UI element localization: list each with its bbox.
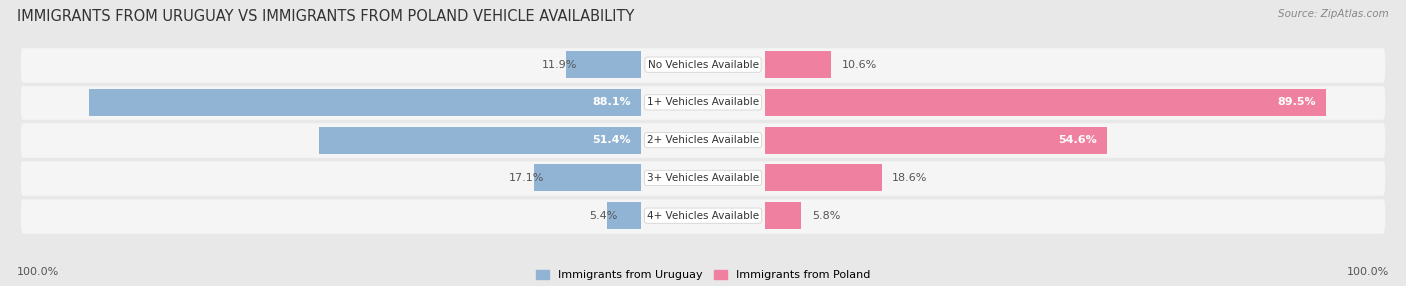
FancyBboxPatch shape: [21, 197, 1385, 234]
Bar: [89, 89, 641, 116]
Legend: Immigrants from Uruguay, Immigrants from Poland: Immigrants from Uruguay, Immigrants from…: [536, 270, 870, 281]
Bar: [765, 89, 1326, 116]
Bar: [319, 126, 641, 154]
Text: Source: ZipAtlas.com: Source: ZipAtlas.com: [1278, 9, 1389, 19]
Text: 11.9%: 11.9%: [541, 60, 576, 69]
Bar: [765, 164, 882, 192]
FancyBboxPatch shape: [21, 84, 1385, 121]
FancyBboxPatch shape: [21, 46, 1385, 83]
Text: 3+ Vehicles Available: 3+ Vehicles Available: [647, 173, 759, 183]
Bar: [607, 202, 641, 229]
Text: IMMIGRANTS FROM URUGUAY VS IMMIGRANTS FROM POLAND VEHICLE AVAILABILITY: IMMIGRANTS FROM URUGUAY VS IMMIGRANTS FR…: [17, 9, 634, 23]
Text: 5.4%: 5.4%: [589, 211, 617, 221]
Text: 100.0%: 100.0%: [17, 267, 59, 277]
Text: 1+ Vehicles Available: 1+ Vehicles Available: [647, 98, 759, 107]
FancyBboxPatch shape: [21, 122, 1385, 159]
Text: 89.5%: 89.5%: [1277, 98, 1316, 107]
Text: 2+ Vehicles Available: 2+ Vehicles Available: [647, 135, 759, 145]
Bar: [567, 51, 641, 78]
Text: 100.0%: 100.0%: [1347, 267, 1389, 277]
Text: 88.1%: 88.1%: [592, 98, 631, 107]
Bar: [765, 51, 831, 78]
Text: 51.4%: 51.4%: [592, 135, 631, 145]
Text: 18.6%: 18.6%: [891, 173, 928, 183]
Text: 10.6%: 10.6%: [842, 60, 877, 69]
FancyBboxPatch shape: [21, 159, 1385, 196]
Text: 4+ Vehicles Available: 4+ Vehicles Available: [647, 211, 759, 221]
Text: No Vehicles Available: No Vehicles Available: [648, 60, 758, 69]
Bar: [765, 126, 1108, 154]
Text: 54.6%: 54.6%: [1059, 135, 1097, 145]
Text: 5.8%: 5.8%: [811, 211, 839, 221]
Text: 17.1%: 17.1%: [509, 173, 544, 183]
Bar: [534, 164, 641, 192]
Bar: [765, 202, 801, 229]
